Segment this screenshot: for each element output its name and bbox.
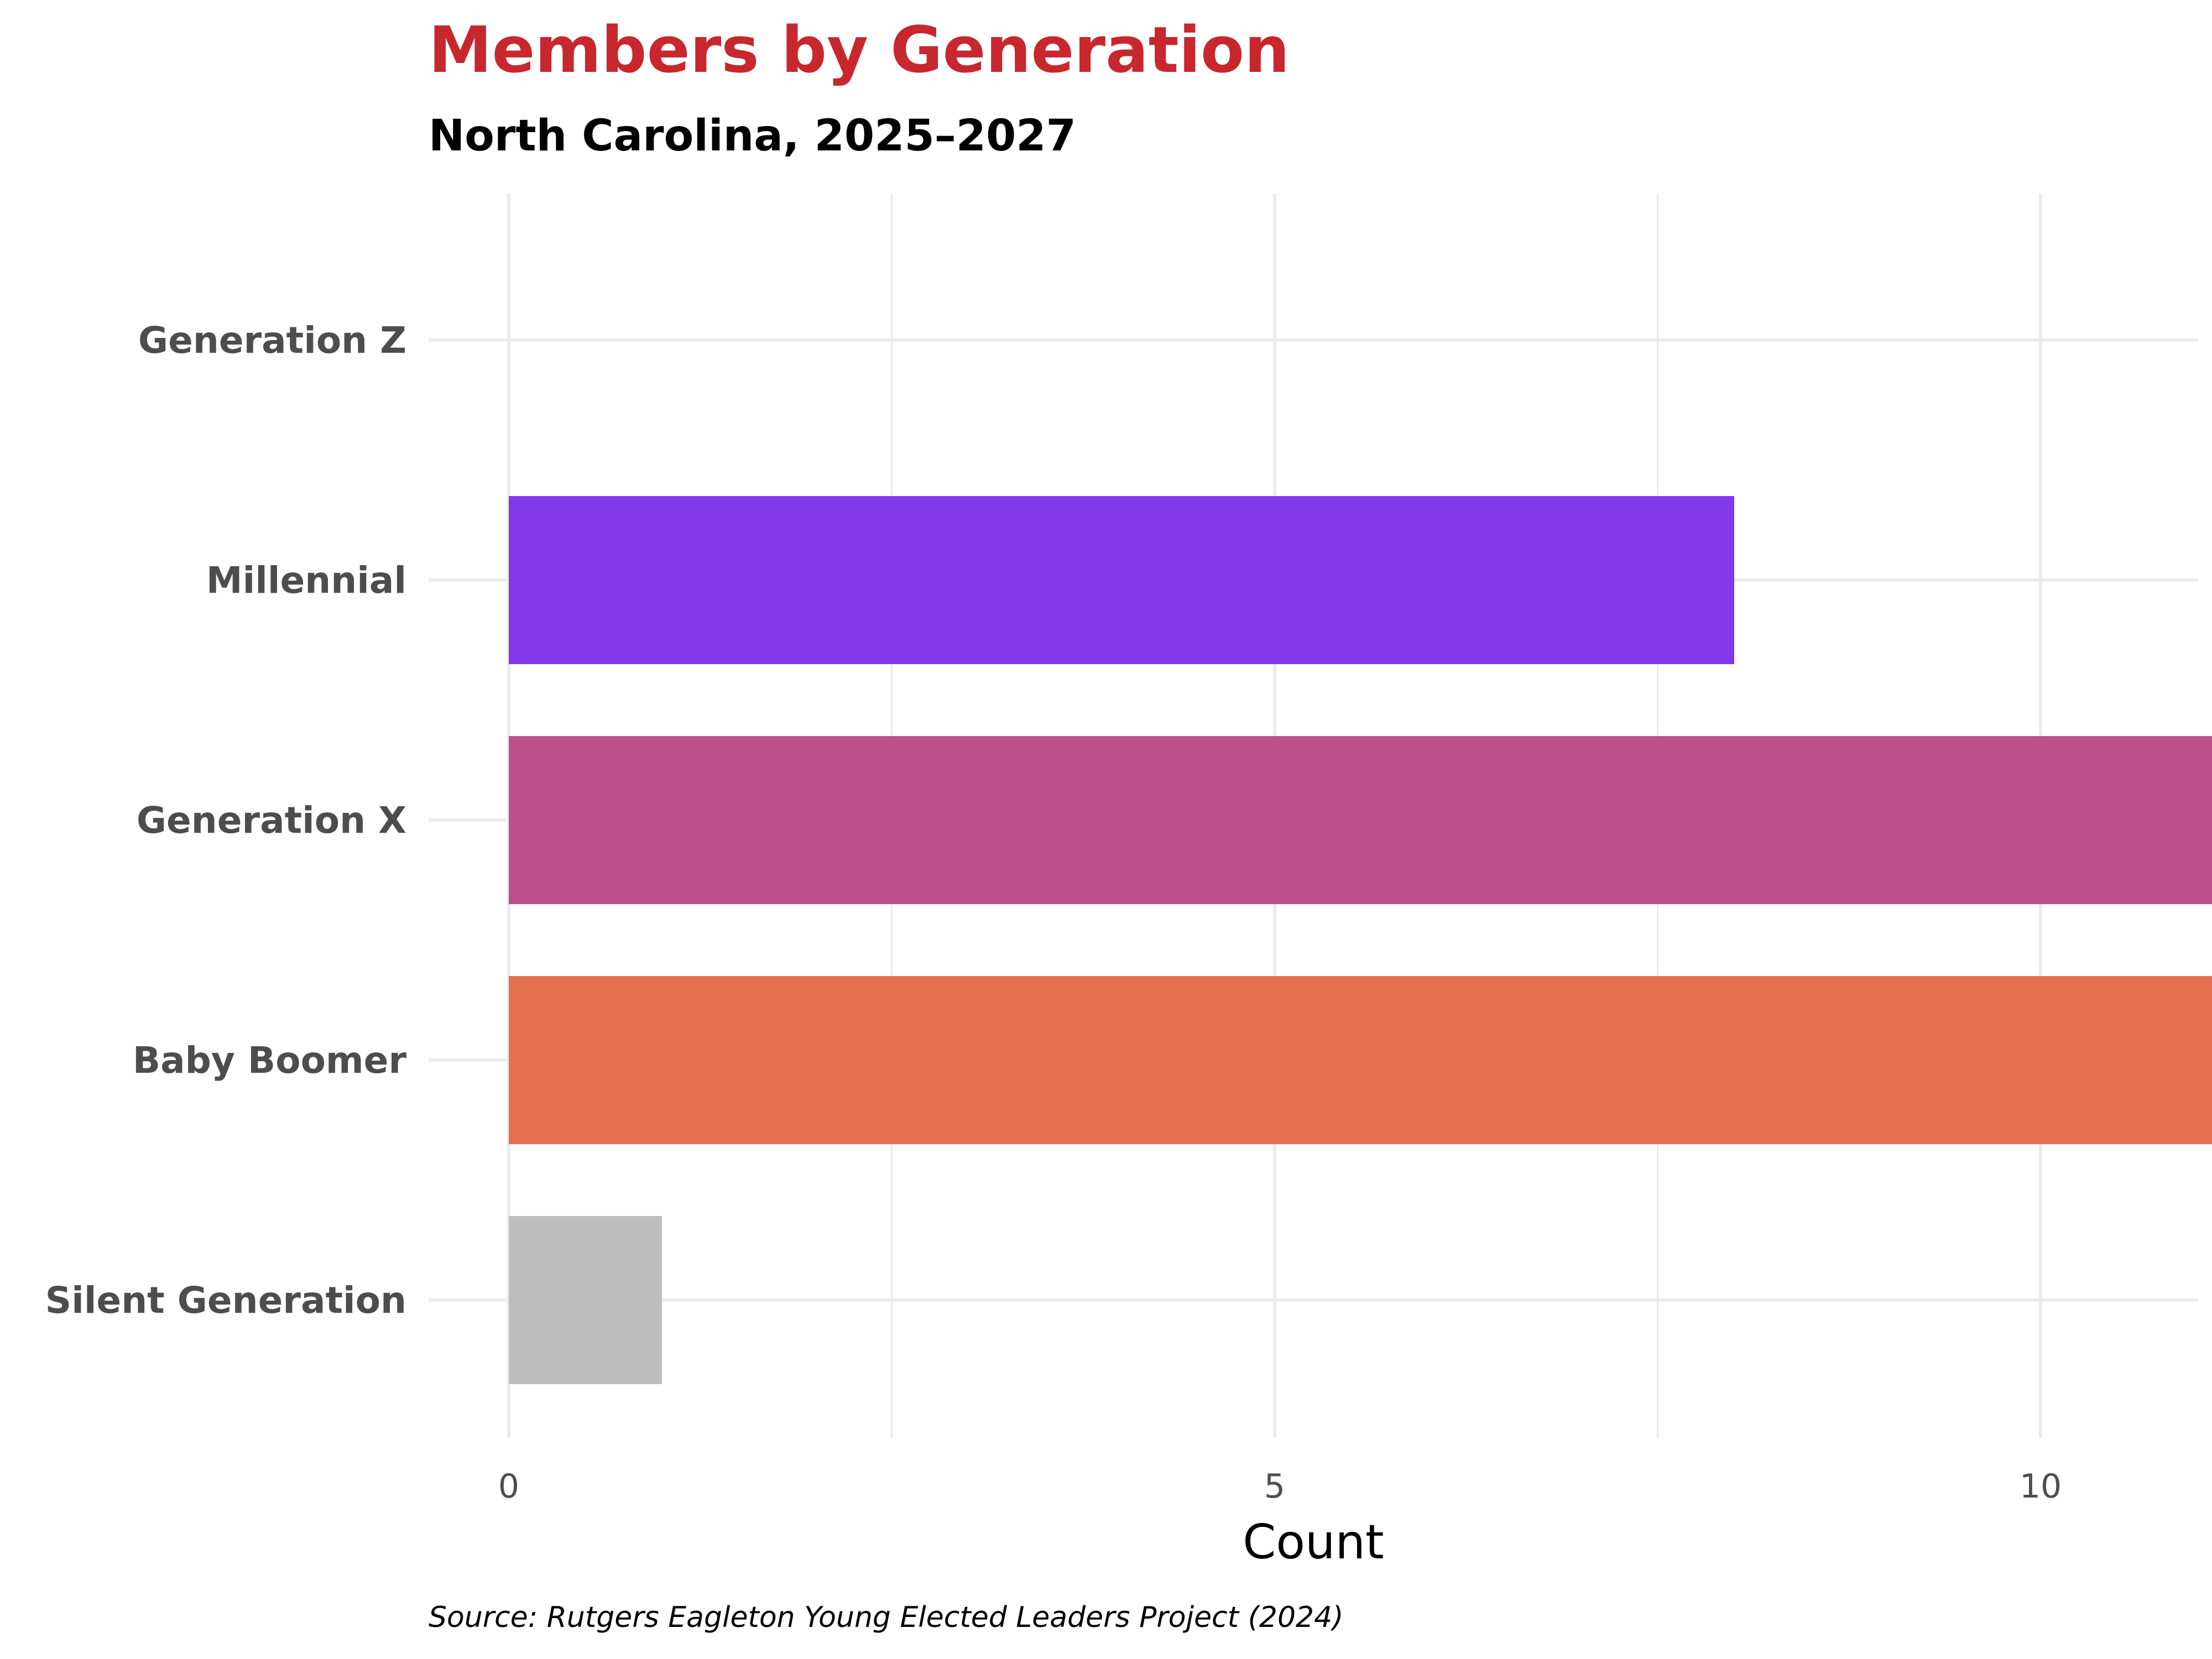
bar-generation-x — [509, 736, 2212, 904]
x-tick-label: 0 — [498, 1467, 519, 1506]
y-tick-labels: Generation Z Millennial Generation X Baby B… — [45, 319, 407, 1322]
x-tick-labels: 05101520 — [498, 1467, 2062, 1506]
bar-baby-boomer — [509, 976, 2212, 1144]
bars — [509, 496, 2212, 1384]
y-tick-label: Millennial — [206, 559, 406, 602]
y-tick-label: Silent Generation — [45, 1279, 406, 1322]
bar-silent-generation — [509, 1216, 662, 1384]
x-tick-label: 5 — [1264, 1467, 1285, 1506]
chart-title: Members by Generation — [429, 13, 1290, 87]
x-tick-label: 10 — [2020, 1467, 2062, 1506]
y-tick-label: Generation X — [137, 799, 406, 842]
x-axis-title: Count — [1243, 1515, 1384, 1570]
chart-subtitle: North Carolina, 2025–2027 — [429, 111, 1076, 161]
bar-millennial — [509, 496, 1734, 664]
y-tick-label: Baby Boomer — [133, 1039, 407, 1082]
chart-caption: Source: Rutgers Eagleton Young Elected L… — [429, 1601, 1344, 1634]
y-tick-label: Generation Z — [138, 319, 406, 362]
